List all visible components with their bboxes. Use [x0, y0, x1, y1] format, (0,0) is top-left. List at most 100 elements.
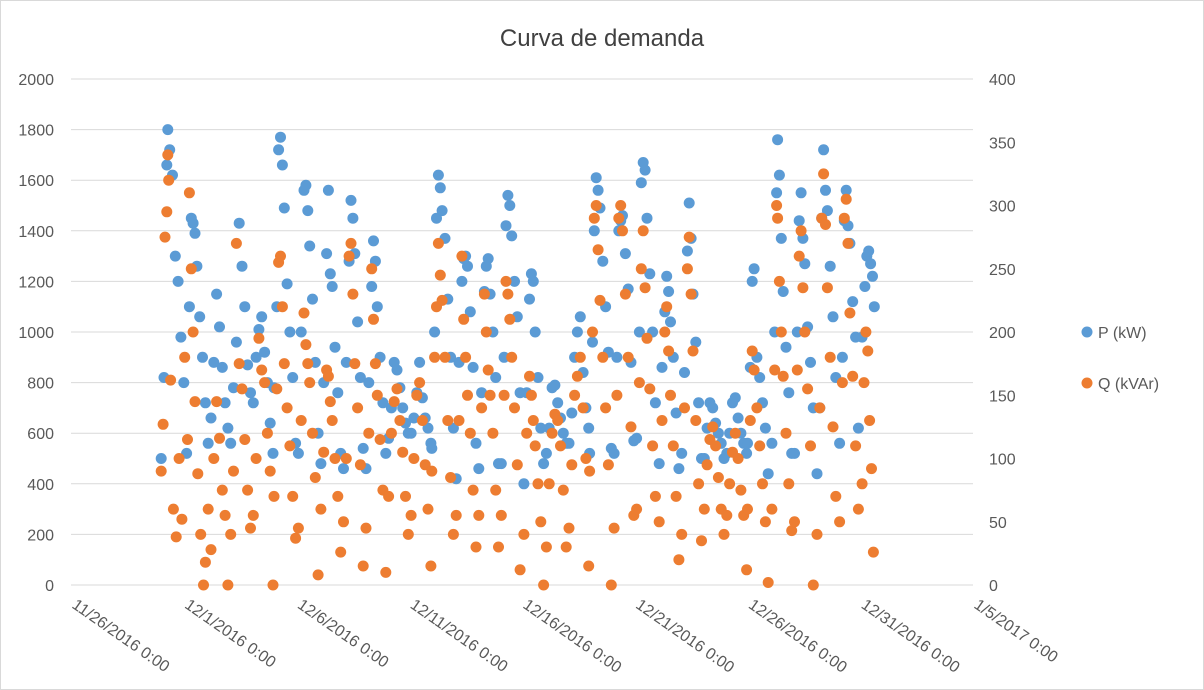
legend-marker — [1081, 326, 1093, 338]
data-point — [205, 544, 217, 556]
data-point — [216, 361, 228, 373]
data-point — [521, 427, 533, 439]
data-point — [502, 189, 514, 201]
data-point — [169, 250, 181, 262]
data-point — [773, 275, 785, 287]
data-point — [644, 383, 656, 395]
data-point — [380, 566, 392, 578]
data-point — [161, 159, 173, 171]
data-point — [439, 351, 451, 363]
data-point — [762, 468, 774, 480]
data-point — [862, 345, 874, 357]
data-point — [347, 212, 359, 224]
data-point — [771, 200, 783, 211]
data-point — [859, 281, 871, 292]
data-point — [741, 564, 753, 576]
data-point — [462, 389, 473, 401]
data-point — [292, 447, 304, 459]
data-point — [199, 556, 211, 568]
data-point — [222, 579, 234, 591]
data-point — [442, 415, 454, 426]
data-point — [500, 275, 512, 287]
data-point — [411, 389, 423, 401]
data-point — [811, 468, 823, 480]
data-point — [276, 159, 288, 171]
data-point — [759, 516, 771, 528]
data-point — [639, 282, 651, 294]
data-point — [162, 124, 174, 136]
data-point — [712, 472, 724, 483]
data-point — [665, 389, 676, 401]
data-point — [840, 193, 852, 205]
data-point — [432, 237, 444, 249]
data-point — [641, 212, 653, 224]
data-point — [208, 356, 220, 368]
data-point — [233, 358, 245, 370]
data-point — [821, 282, 833, 294]
data-point — [789, 516, 800, 528]
data-point — [506, 230, 518, 242]
data-point — [482, 364, 494, 376]
data-point — [617, 225, 628, 237]
data-point — [176, 513, 188, 525]
data-point — [777, 370, 789, 382]
data-point — [844, 307, 856, 319]
data-point — [275, 250, 286, 262]
data-point — [667, 440, 679, 452]
data-point — [429, 351, 441, 363]
data-point — [584, 465, 596, 477]
data-point — [300, 179, 312, 191]
data-point — [766, 437, 778, 449]
data-point — [195, 528, 207, 540]
data-point — [608, 447, 620, 459]
data-point — [735, 484, 747, 496]
data-point — [865, 258, 877, 270]
data-point — [155, 453, 167, 464]
data-point — [268, 490, 280, 502]
data-point — [456, 250, 468, 262]
data-point — [757, 478, 768, 490]
data-point — [173, 453, 185, 464]
data-point — [569, 389, 581, 401]
data-point — [202, 503, 214, 515]
data-point — [625, 421, 637, 433]
data-point — [529, 326, 541, 338]
data-point — [641, 332, 653, 344]
data-point — [476, 402, 488, 414]
data-point — [721, 509, 733, 521]
data-point — [189, 396, 201, 408]
data-point — [587, 326, 598, 338]
data-point — [856, 478, 868, 490]
data-point — [525, 389, 537, 401]
data-point — [408, 412, 420, 424]
data-point — [332, 490, 344, 502]
series-layer — [155, 124, 880, 591]
data-point — [597, 351, 609, 363]
data-point — [820, 219, 831, 230]
series-p-kw — [155, 124, 880, 490]
data-point — [340, 453, 352, 464]
data-point — [284, 326, 296, 338]
data-point — [744, 415, 756, 426]
data-point — [543, 478, 555, 490]
data-point — [777, 286, 789, 297]
data-point — [352, 316, 364, 328]
data-point — [838, 212, 850, 224]
data-point — [295, 415, 307, 426]
data-point — [729, 427, 741, 439]
data-point — [432, 169, 444, 181]
data-point — [780, 427, 792, 439]
data-point — [434, 269, 446, 281]
data-point — [416, 415, 428, 426]
x-tick-label: 12/26/2016 0:00 — [745, 596, 850, 676]
data-point — [216, 484, 228, 496]
data-point — [818, 144, 830, 156]
data-point — [391, 364, 403, 376]
data-point — [821, 205, 833, 217]
data-point — [791, 364, 803, 376]
data-point — [278, 202, 290, 214]
data-point — [338, 516, 349, 528]
data-point — [710, 440, 722, 452]
data-point — [371, 301, 383, 313]
